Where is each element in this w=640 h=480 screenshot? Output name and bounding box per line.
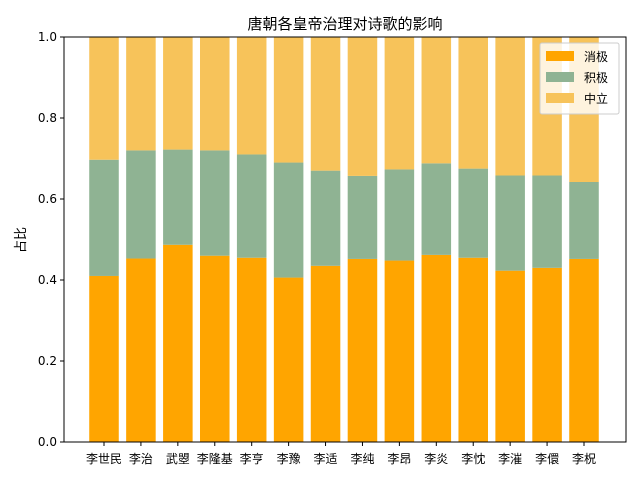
bar-segment [273, 277, 304, 442]
bar-segment [532, 267, 562, 442]
legend-swatch [546, 93, 574, 103]
x-tick-label: 李世民 [86, 451, 122, 466]
chart-title: 唐朝各皇帝治理对诗歌的影响 [247, 15, 442, 33]
y-tick-label: 0.2 [38, 354, 57, 368]
legend-label: 消极 [584, 50, 608, 64]
bar-segment [126, 258, 156, 442]
bars-group [89, 37, 599, 442]
bar-segment [421, 163, 452, 255]
bar-segment [236, 257, 267, 442]
bar-segment [200, 37, 230, 151]
plot-frame [63, 36, 627, 443]
bar-segment [273, 162, 304, 278]
x-tick-label: 李漼 [498, 451, 522, 466]
y-tick-label: 0.4 [38, 273, 57, 287]
bar-segment [421, 37, 452, 164]
y-axis-label: 占比 [14, 227, 29, 253]
legend-swatch [546, 72, 574, 82]
y-tick-label: 0.6 [38, 192, 57, 206]
bar-segment [89, 159, 119, 276]
bar-segment [384, 260, 415, 442]
y-axis: 0.0 0.2 0.4 0.6 0.8 1.0 [38, 30, 64, 449]
bar-segment [458, 168, 488, 258]
x-tick-label: 李儇 [535, 451, 559, 466]
bar-segment [126, 150, 156, 259]
y-tick-label: 1.0 [38, 30, 57, 44]
x-tick-label: 李纯 [350, 451, 374, 466]
bar-segment [236, 154, 267, 258]
x-tick-label: 李忱 [461, 451, 485, 466]
bar-segment [458, 37, 488, 169]
bar-segment [569, 258, 599, 442]
bar-segment [310, 37, 341, 171]
bar-segment [163, 37, 193, 150]
x-tick-label: 李豫 [277, 451, 301, 466]
x-tick-label: 武曌 [166, 452, 190, 466]
bar-segment [384, 169, 415, 261]
bar-segment [310, 170, 341, 266]
x-tick-label: 李亨 [240, 451, 264, 466]
bar-segment [163, 244, 193, 442]
legend-swatch [546, 51, 574, 61]
bar-segment [569, 181, 599, 259]
x-tick-label: 李隆基 [197, 451, 233, 466]
x-tick-label: 李昂 [387, 451, 411, 466]
bar-segment [384, 37, 415, 170]
x-tick-label: 李柷 [572, 451, 596, 466]
bar-segment [495, 175, 525, 271]
x-tick-label: 李适 [314, 451, 338, 466]
bar-segment [310, 265, 341, 442]
y-tick-label: 0.8 [38, 111, 57, 125]
bar-segment [200, 255, 230, 442]
bar-segment [347, 175, 378, 259]
bar-segment [495, 270, 525, 442]
bar-segment [89, 275, 119, 442]
bar-segment [126, 37, 156, 151]
legend-label: 中立 [584, 91, 608, 106]
bar-segment [532, 175, 562, 268]
bar-segment [273, 37, 304, 163]
bar-segment [163, 149, 193, 245]
legend-label: 积极 [584, 71, 608, 85]
bar-segment [89, 37, 119, 160]
x-axis: 李世民 李治 武曌 李隆基 李亨 李豫 李适 李纯 李昂 李炎 李忱 李漼 李儇 李柷 [86, 442, 596, 466]
bar-segment [200, 150, 230, 256]
bar-segment [236, 37, 267, 155]
bar-segment [458, 257, 488, 442]
bar-segment [347, 258, 378, 442]
bar-segment [495, 37, 525, 176]
bar-segment [421, 254, 452, 442]
y-tick-label: 0.0 [38, 435, 57, 449]
bar-segment [347, 37, 378, 176]
x-tick-label: 李炎 [424, 451, 448, 466]
x-tick-label: 李治 [129, 451, 153, 466]
